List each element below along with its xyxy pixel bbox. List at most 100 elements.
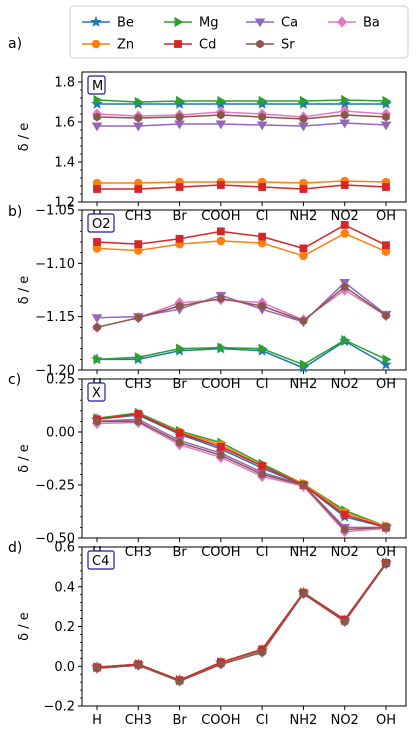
data-point [341, 94, 351, 106]
data-point [175, 112, 184, 122]
data-point [258, 112, 266, 122]
x-tick-label: CH3 [125, 713, 152, 728]
data-point [299, 316, 308, 326]
data-point [175, 429, 184, 437]
panel-2: b)−1.20−1.15−1.10−1.05HCH3BrCOOHClNH2NO2… [8, 204, 407, 392]
data-point [299, 589, 308, 599]
series-line [97, 122, 387, 127]
y-axis-label: δ / e [17, 276, 32, 305]
data-point [380, 358, 392, 370]
plot-frame [81, 378, 407, 539]
x-tick-label: COOH [201, 545, 240, 560]
data-point [134, 185, 143, 193]
data-point [382, 95, 392, 107]
panel-tag: C4 [87, 550, 115, 570]
legend-label: Be [117, 16, 134, 31]
legend-entry-ba: Ba [328, 16, 380, 31]
legend-marker [254, 18, 266, 28]
y-tick-label: −1.15 [35, 310, 75, 325]
plot-frame [81, 209, 407, 371]
data-point [217, 450, 225, 460]
series-sr [93, 417, 390, 534]
x-tick-label: COOH [201, 377, 240, 392]
data-point [93, 112, 101, 122]
series-line [96, 339, 387, 366]
data-point [258, 462, 267, 470]
data-point [132, 122, 144, 132]
legend-entry-mg: Mg [164, 16, 218, 31]
series-sr [93, 559, 390, 686]
data-point [341, 335, 351, 346]
legend-marker [174, 40, 182, 48]
plot-frame [81, 71, 407, 203]
series-line [96, 414, 387, 529]
series-line [96, 110, 387, 118]
data-point [382, 523, 390, 532]
y-axis-label: δ / e [17, 444, 32, 473]
y-tick-label: −0.25 [35, 479, 75, 494]
data-point [216, 227, 225, 236]
x-tick-label: Br [172, 377, 187, 392]
data-point [93, 417, 101, 426]
data-point [339, 119, 351, 129]
data-point [299, 244, 308, 253]
data-point [134, 660, 143, 670]
data-point [340, 110, 349, 120]
y-tick-label: 1.4 [54, 156, 75, 171]
data-point [134, 113, 143, 123]
data-point [380, 121, 392, 131]
data-point [217, 95, 227, 107]
y-tick-label: −1.05 [35, 204, 75, 219]
x-tick-label: Cl [256, 377, 269, 392]
data-point [134, 313, 143, 323]
data-point [216, 181, 225, 189]
x-tick-label: Br [172, 713, 187, 728]
data-point [340, 617, 349, 626]
series-line [96, 418, 386, 529]
panel-tag-text: X [92, 386, 101, 401]
data-point [382, 112, 390, 122]
x-tick-label: NH2 [290, 377, 318, 392]
x-tick-label: COOH [201, 713, 240, 728]
legend-label: Cd [199, 38, 216, 53]
series-ba [91, 284, 392, 333]
data-point [134, 417, 143, 426]
data-point [299, 114, 308, 124]
data-point [258, 647, 266, 657]
y-tick-label: 1.8 [54, 76, 75, 91]
x-tick-label: CH3 [125, 377, 152, 392]
data-point [258, 183, 267, 191]
data-point [93, 322, 101, 332]
x-tick-label: H [92, 713, 102, 728]
x-tick-label: OH [376, 713, 396, 728]
data-point [299, 251, 308, 261]
data-point [217, 110, 225, 120]
data-point [299, 185, 308, 193]
x-tick-label: NO2 [331, 545, 359, 560]
series-line [96, 413, 387, 529]
series-line [96, 421, 387, 533]
legend-entry-be: Be [82, 16, 134, 31]
panel-tag: M [87, 75, 106, 95]
legend-marker [90, 15, 102, 27]
y-tick-label: 1.6 [54, 116, 75, 131]
series-mg [93, 335, 392, 370]
data-point [176, 343, 185, 354]
data-point [175, 234, 184, 243]
data-point [340, 221, 349, 229]
data-point [258, 301, 266, 311]
series-sr [93, 110, 390, 124]
data-point [299, 95, 309, 107]
data-point [93, 94, 103, 106]
x-tick-label: NO2 [331, 209, 359, 224]
legend-entry-sr: Sr [246, 38, 295, 53]
data-point [382, 241, 390, 250]
legend-marker [336, 16, 348, 28]
data-point [258, 95, 268, 107]
legend-marker [174, 16, 184, 28]
series-line [96, 285, 387, 329]
y-tick-label: 0.0 [54, 660, 75, 675]
x-tick-label: Br [172, 209, 187, 224]
data-point [175, 676, 184, 686]
data-point [216, 442, 225, 451]
